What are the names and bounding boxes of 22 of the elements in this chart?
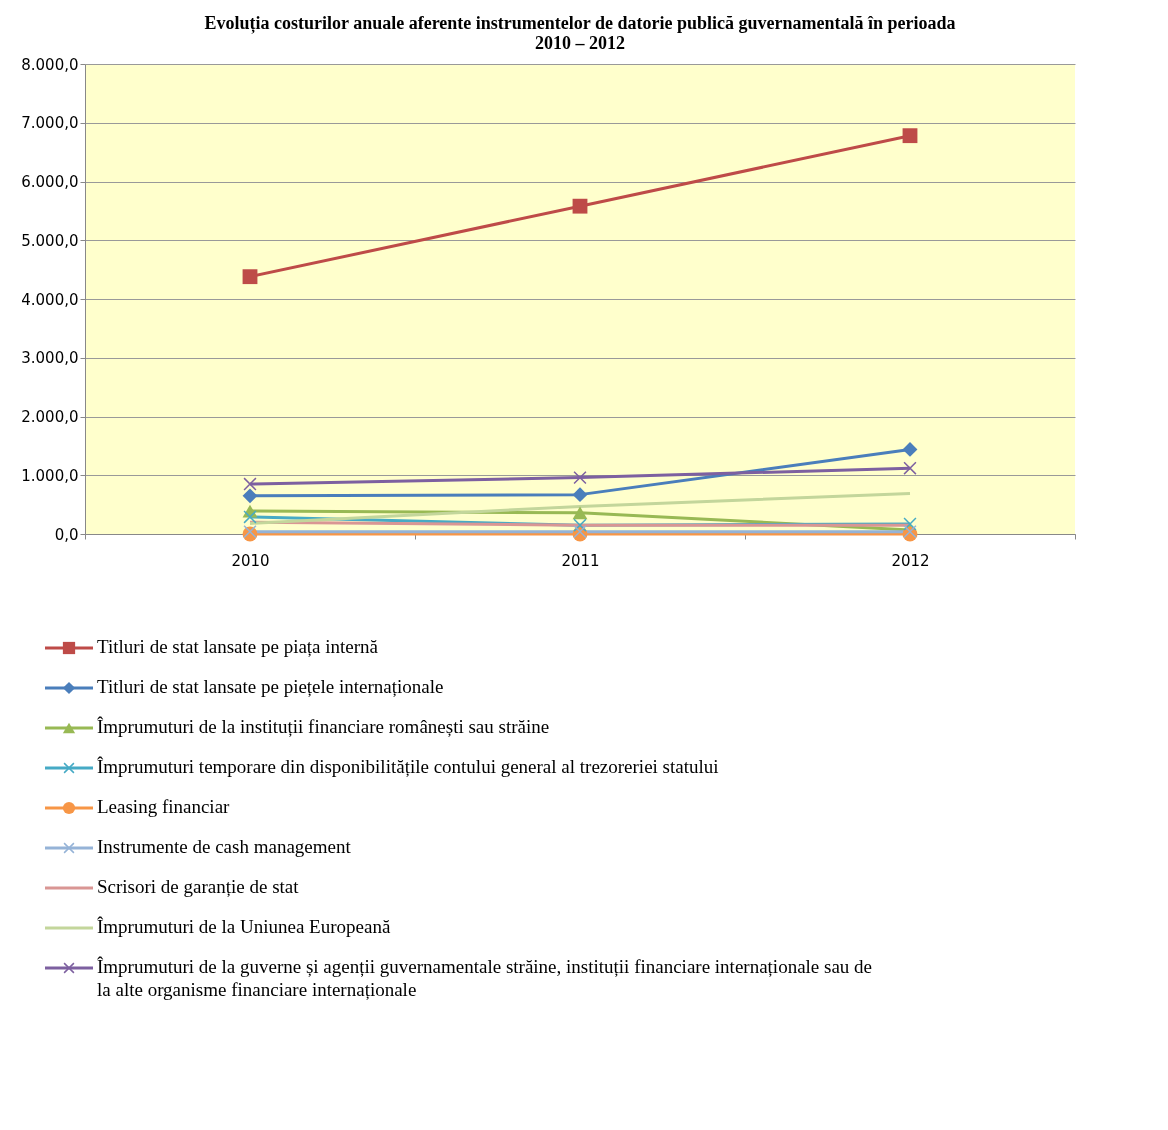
y-tick-label: 8.000,0 xyxy=(21,55,79,74)
legend-label: Instrumente de cash management xyxy=(97,836,352,857)
legend-label: Împrumuturi de la Uniunea Europeană xyxy=(97,916,391,937)
x-tick-label: 2011 xyxy=(561,551,600,570)
x-tick-label: 2010 xyxy=(231,551,270,570)
y-tick-label: 3.000,0 xyxy=(21,349,79,368)
legend-label: Titluri de stat lansate pe piețele internaționale xyxy=(97,676,444,697)
x-tick-label: 2012 xyxy=(891,551,930,570)
legend-label: Leasing financiar xyxy=(97,796,231,817)
legend-label: Scrisori de garanție de stat xyxy=(97,876,300,897)
legend-label: Împrumuturi temporare din disponibilitățile contului general al trezoreriei statului xyxy=(97,756,719,777)
y-tick-label: 6.000,0 xyxy=(21,173,79,191)
y-tick-label: 0,0 xyxy=(54,525,79,544)
chart-title: Evoluția costurilor anuale aferente instrumentelor de datorie publică guvernamentală în perioada 2010 – 2012 xyxy=(204,13,956,53)
y-tick-label: 4.000,0 xyxy=(21,290,79,309)
y-tick-label: 1.000,0 xyxy=(21,466,79,485)
y-tick-label: 2.000,0 xyxy=(21,408,79,426)
legend-label: Titluri de stat lansate pe piața internă xyxy=(97,636,379,657)
legend-label: Împrumuturi de la instituții financiare românești sau străine xyxy=(97,716,550,737)
legend-label: Împrumuturi de la guverne și agenții guvernamentale străine, instituții financiare internaționale sau de la alte organisme financiare internaționale xyxy=(97,956,873,1000)
y-tick-label: 7.000,0 xyxy=(21,114,79,133)
y-tick-label: 5.000,0 xyxy=(21,231,79,250)
